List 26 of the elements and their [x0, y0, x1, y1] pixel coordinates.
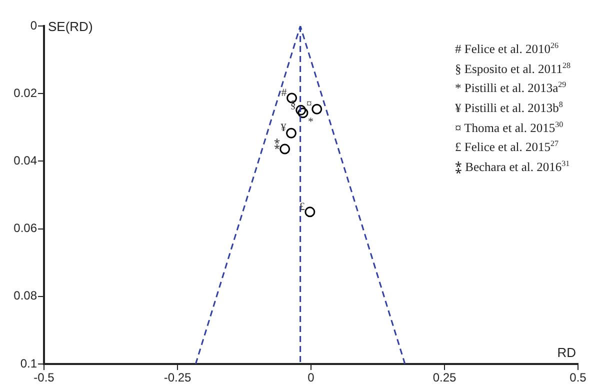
y-tick-label: 0.08	[14, 288, 38, 303]
x-tick-label: -0.25	[164, 370, 192, 385]
annotation: ⁑	[274, 138, 280, 150]
annotation: ¥	[280, 122, 287, 134]
x-tick-label: -0.5	[34, 370, 55, 385]
annotation: ¤	[306, 98, 312, 110]
annotation: *	[308, 116, 314, 128]
y-tick-label: 0.04	[14, 154, 38, 168]
x-tick-label: 0	[308, 370, 315, 385]
x-axis-title: RD	[557, 345, 576, 360]
annotation: £	[299, 200, 306, 213]
annotation: ¤ Thoma et al. 2015$^{30}$	[455, 118, 564, 136]
annotation: # Felice et al. 2010$^{26}$	[455, 40, 560, 58]
y-tick-label: 0	[30, 18, 38, 32]
y-tick-label: 0.06	[14, 221, 38, 236]
y-tick-label: 0.1	[20, 356, 38, 370]
annotation: #	[281, 86, 288, 99]
annotation: * Pistilli et al. 2013a$^{29}$	[455, 79, 568, 97]
annotation: £ Felice et al. 2015$^{27}$	[455, 138, 560, 156]
y-axis-title: SE(RD)	[48, 19, 93, 34]
x-tick-label: 0.5	[570, 370, 587, 385]
y-tick-label: 0.02	[14, 86, 38, 100]
x-tick-label: 0.25	[432, 370, 456, 385]
annotation: ⁑ Bechara et al. 2016$^{31}$	[455, 158, 571, 176]
annotation: § Esposito et al. 2011$^{28}$	[455, 60, 571, 78]
annotation: ¥ Pistilli et al. 2013b$^{8}$	[455, 98, 564, 117]
